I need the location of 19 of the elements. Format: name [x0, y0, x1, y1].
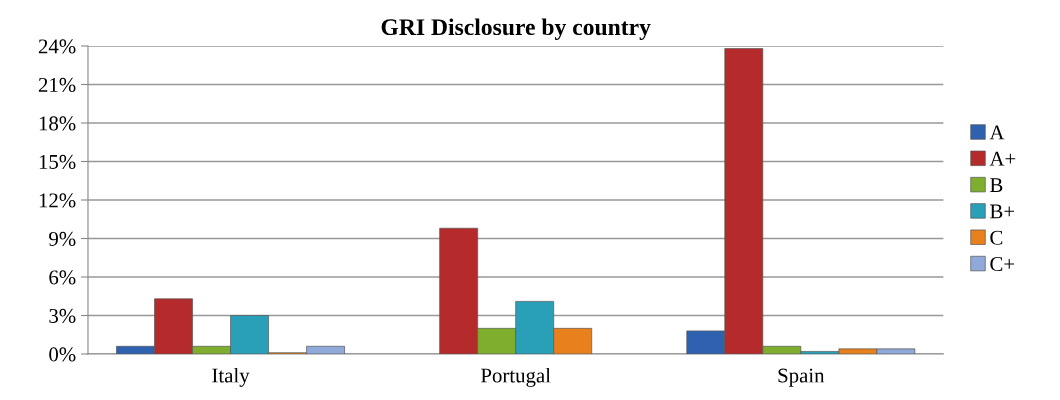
y-tick-label: 18% — [39, 116, 76, 131]
y-tick-label: 9% — [49, 231, 76, 246]
y-tick-label: 24% — [38, 39, 76, 54]
y-tick-label: 21% — [38, 77, 76, 92]
legend-label: C — [990, 230, 1003, 245]
legend-label: A — [989, 125, 1005, 140]
legend-label: B+ — [990, 204, 1015, 219]
y-tick-label: 12% — [39, 193, 76, 208]
chart-title: GRI Disclosure by country — [381, 18, 651, 40]
y-tick-label: 15% — [39, 154, 76, 169]
legend-label: B — [990, 178, 1003, 192]
x-tick-label: Portugal — [480, 367, 551, 387]
x-tick-label: Spain — [778, 368, 825, 387]
legend-label: C+ — [990, 257, 1015, 272]
y-tick-label: 3% — [49, 308, 76, 323]
y-tick-label: 0% — [49, 347, 76, 362]
x-tick-label: Italy — [212, 367, 250, 387]
y-tick-label: 6% — [49, 270, 76, 285]
legend-label: A+ — [989, 151, 1016, 166]
